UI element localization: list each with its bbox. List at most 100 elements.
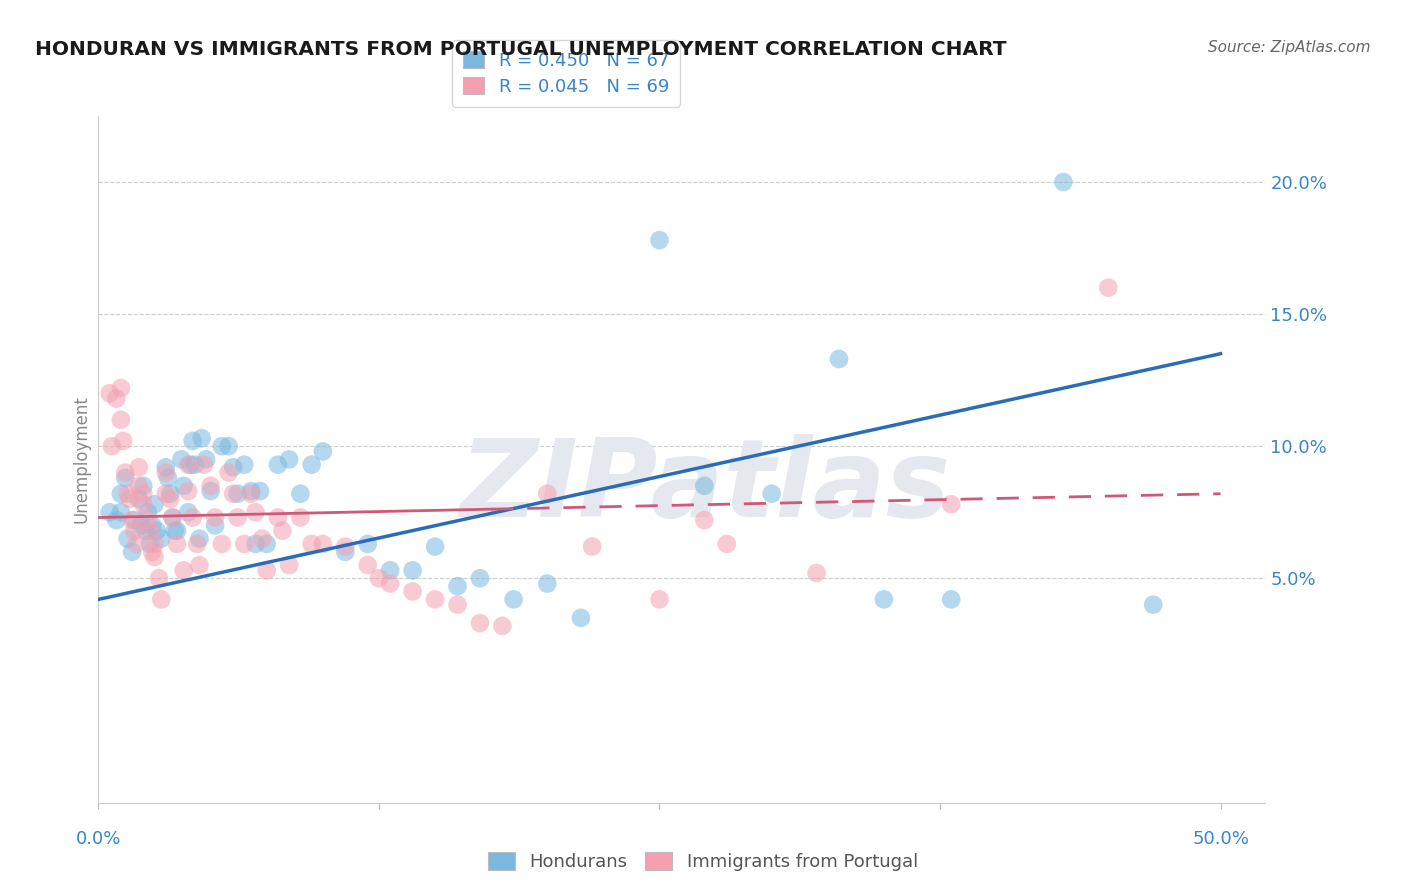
- Point: [125, 537, 148, 551]
- Point: [135, 524, 157, 538]
- Point: [112, 434, 135, 448]
- Point: [156, 471, 179, 485]
- Point: [380, 576, 402, 591]
- Point: [401, 584, 423, 599]
- Point: [581, 540, 603, 554]
- Point: [240, 484, 263, 499]
- Point: [155, 487, 177, 501]
- Point: [110, 487, 132, 501]
- Point: [186, 537, 208, 551]
- Point: [368, 571, 391, 585]
- Point: [190, 431, 212, 445]
- Point: [233, 537, 256, 551]
- Point: [110, 505, 132, 519]
- Point: [98, 386, 121, 401]
- Point: [301, 458, 323, 472]
- Point: [173, 563, 195, 577]
- Point: [163, 524, 186, 538]
- Point: [226, 487, 249, 501]
- Point: [211, 537, 233, 551]
- Point: [446, 579, 468, 593]
- Point: [162, 510, 184, 524]
- Point: [184, 458, 207, 472]
- Point: [136, 513, 159, 527]
- Point: [179, 458, 201, 472]
- Point: [256, 537, 278, 551]
- Point: [117, 487, 139, 501]
- Point: [128, 479, 150, 493]
- Text: HONDURAN VS IMMIGRANTS FROM PORTUGAL UNEMPLOYMENT CORRELATION CHART: HONDURAN VS IMMIGRANTS FROM PORTUGAL UNE…: [35, 40, 1007, 59]
- Point: [468, 616, 491, 631]
- Point: [423, 592, 446, 607]
- Point: [828, 351, 851, 366]
- Point: [357, 537, 380, 551]
- Point: [150, 532, 173, 546]
- Point: [222, 460, 245, 475]
- Point: [536, 487, 558, 501]
- Point: [271, 524, 294, 538]
- Point: [121, 513, 143, 527]
- Point: [200, 484, 222, 499]
- Point: [173, 479, 195, 493]
- Point: [204, 518, 226, 533]
- Point: [166, 524, 188, 538]
- Point: [312, 444, 335, 458]
- Point: [716, 537, 738, 551]
- Point: [873, 592, 896, 607]
- Point: [146, 524, 169, 538]
- Point: [155, 466, 177, 480]
- Point: [121, 545, 143, 559]
- Point: [278, 452, 301, 467]
- Text: ZIPatlas: ZIPatlas: [460, 434, 950, 540]
- Point: [218, 439, 240, 453]
- Point: [357, 558, 380, 572]
- Y-axis label: Unemployment: Unemployment: [72, 395, 90, 524]
- Point: [139, 524, 162, 538]
- Point: [502, 592, 524, 607]
- Point: [193, 458, 215, 472]
- Point: [648, 592, 671, 607]
- Point: [401, 563, 423, 577]
- Point: [226, 510, 249, 524]
- Point: [222, 487, 245, 501]
- Point: [195, 452, 218, 467]
- Point: [335, 545, 357, 559]
- Point: [159, 491, 181, 506]
- Point: [245, 505, 267, 519]
- Point: [1097, 281, 1119, 295]
- Point: [446, 598, 468, 612]
- Point: [170, 452, 193, 467]
- Point: [761, 487, 783, 501]
- Point: [141, 518, 163, 533]
- Point: [941, 497, 963, 511]
- Point: [693, 479, 716, 493]
- Point: [267, 458, 290, 472]
- Point: [335, 540, 357, 554]
- Point: [693, 513, 716, 527]
- Point: [249, 484, 271, 499]
- Point: [177, 484, 200, 499]
- Point: [177, 505, 200, 519]
- Point: [129, 518, 152, 533]
- Point: [141, 545, 163, 559]
- Point: [132, 479, 155, 493]
- Point: [139, 537, 162, 551]
- Point: [491, 619, 513, 633]
- Point: [98, 505, 121, 519]
- Point: [162, 510, 184, 524]
- Point: [136, 505, 159, 519]
- Point: [423, 540, 446, 554]
- Point: [1142, 598, 1164, 612]
- Point: [188, 532, 211, 546]
- Point: [128, 460, 150, 475]
- Point: [101, 439, 124, 453]
- Point: [380, 563, 402, 577]
- Point: [256, 563, 278, 577]
- Point: [181, 434, 204, 448]
- Point: [181, 510, 204, 524]
- Point: [143, 550, 166, 565]
- Point: [143, 497, 166, 511]
- Text: 0.0%: 0.0%: [76, 830, 121, 848]
- Point: [941, 592, 963, 607]
- Point: [188, 558, 211, 572]
